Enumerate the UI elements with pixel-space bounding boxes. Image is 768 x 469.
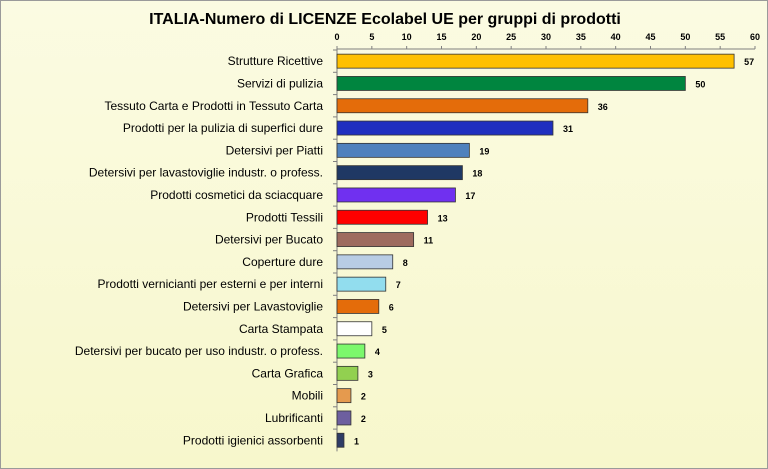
bar	[336, 187, 456, 203]
bar	[336, 365, 359, 381]
x-tick-label: 15	[436, 32, 446, 42]
value-label: 5	[382, 325, 387, 335]
category-label: Detersivi per lavastoviglie industr. o p…	[89, 166, 323, 180]
category-label: Prodotti igienici assorbenti	[183, 433, 323, 447]
category-label: Prodotti vernicianti per esterni e per i…	[98, 277, 323, 291]
bar	[336, 432, 345, 448]
value-label: 17	[465, 191, 475, 201]
bar	[336, 321, 373, 337]
category-label: Lubrificanti	[265, 411, 323, 425]
category-label: Tessuto Carta e Prodotti in Tessuto Cart…	[104, 99, 323, 113]
value-label: 13	[438, 213, 448, 223]
x-tick-label: 55	[715, 32, 725, 42]
value-label: 6	[389, 302, 394, 312]
value-label: 2	[361, 414, 366, 424]
bar	[336, 388, 352, 404]
value-label: 7	[396, 280, 401, 290]
bar	[336, 299, 380, 314]
bar	[336, 53, 735, 69]
value-label: 36	[598, 102, 608, 112]
bar	[336, 98, 589, 114]
chart-title: ITALIA-Numero di LICENZE Ecolabel UE per…	[149, 11, 621, 28]
value-label: 8	[403, 258, 408, 268]
bar	[336, 76, 686, 91]
value-label: 50	[695, 79, 705, 89]
bar	[336, 209, 428, 225]
bar	[336, 232, 415, 247]
category-label: Prodotti Tessili	[246, 210, 323, 224]
bar	[336, 254, 394, 270]
value-label: 2	[361, 392, 366, 402]
x-tick-label: 20	[471, 32, 481, 42]
bar	[336, 120, 554, 136]
x-tick-label: 10	[402, 32, 412, 42]
bar	[336, 410, 352, 426]
value-label: 4	[375, 347, 380, 357]
value-label: 11	[424, 236, 434, 246]
category-label: Detersivi per bucato per uso industr. o …	[75, 344, 323, 358]
bar	[336, 165, 463, 181]
value-label: 3	[368, 369, 373, 379]
x-tick-label: 45	[645, 32, 655, 42]
bar	[336, 343, 366, 359]
x-tick-label: 60	[750, 32, 760, 42]
category-label: Servizi di pulizia	[237, 76, 323, 90]
x-tick-label: 40	[611, 32, 621, 42]
x-tick-label: 0	[334, 32, 339, 42]
x-tick-label: 30	[541, 32, 551, 42]
category-label: Strutture Ricettive	[228, 54, 324, 68]
category-label: Carta Stampata	[239, 322, 323, 336]
category-label: Detersivi per Lavastoviglie	[183, 299, 323, 313]
x-tick-label: 50	[680, 32, 690, 42]
value-label: 18	[472, 169, 482, 179]
bar	[336, 142, 470, 158]
category-label: Prodotti per la pulizia di superfici dur…	[123, 121, 323, 135]
category-label: Coperture dure	[242, 255, 323, 269]
x-tick-label: 5	[369, 32, 374, 42]
bar	[336, 276, 387, 292]
x-tick-label: 25	[506, 32, 516, 42]
value-label: 19	[479, 146, 489, 156]
category-label: Detersivi per Bucato	[215, 233, 323, 247]
value-label: 1	[354, 436, 359, 446]
value-label: 31	[563, 124, 573, 134]
x-tick-label: 35	[576, 32, 586, 42]
category-label: Mobili	[292, 389, 323, 403]
category-label: Prodotti cosmetici da sciacquare	[150, 188, 323, 202]
category-label: Detersivi per Piatti	[226, 143, 323, 157]
category-label: Carta Grafica	[252, 366, 324, 380]
value-label: 57	[744, 57, 754, 67]
